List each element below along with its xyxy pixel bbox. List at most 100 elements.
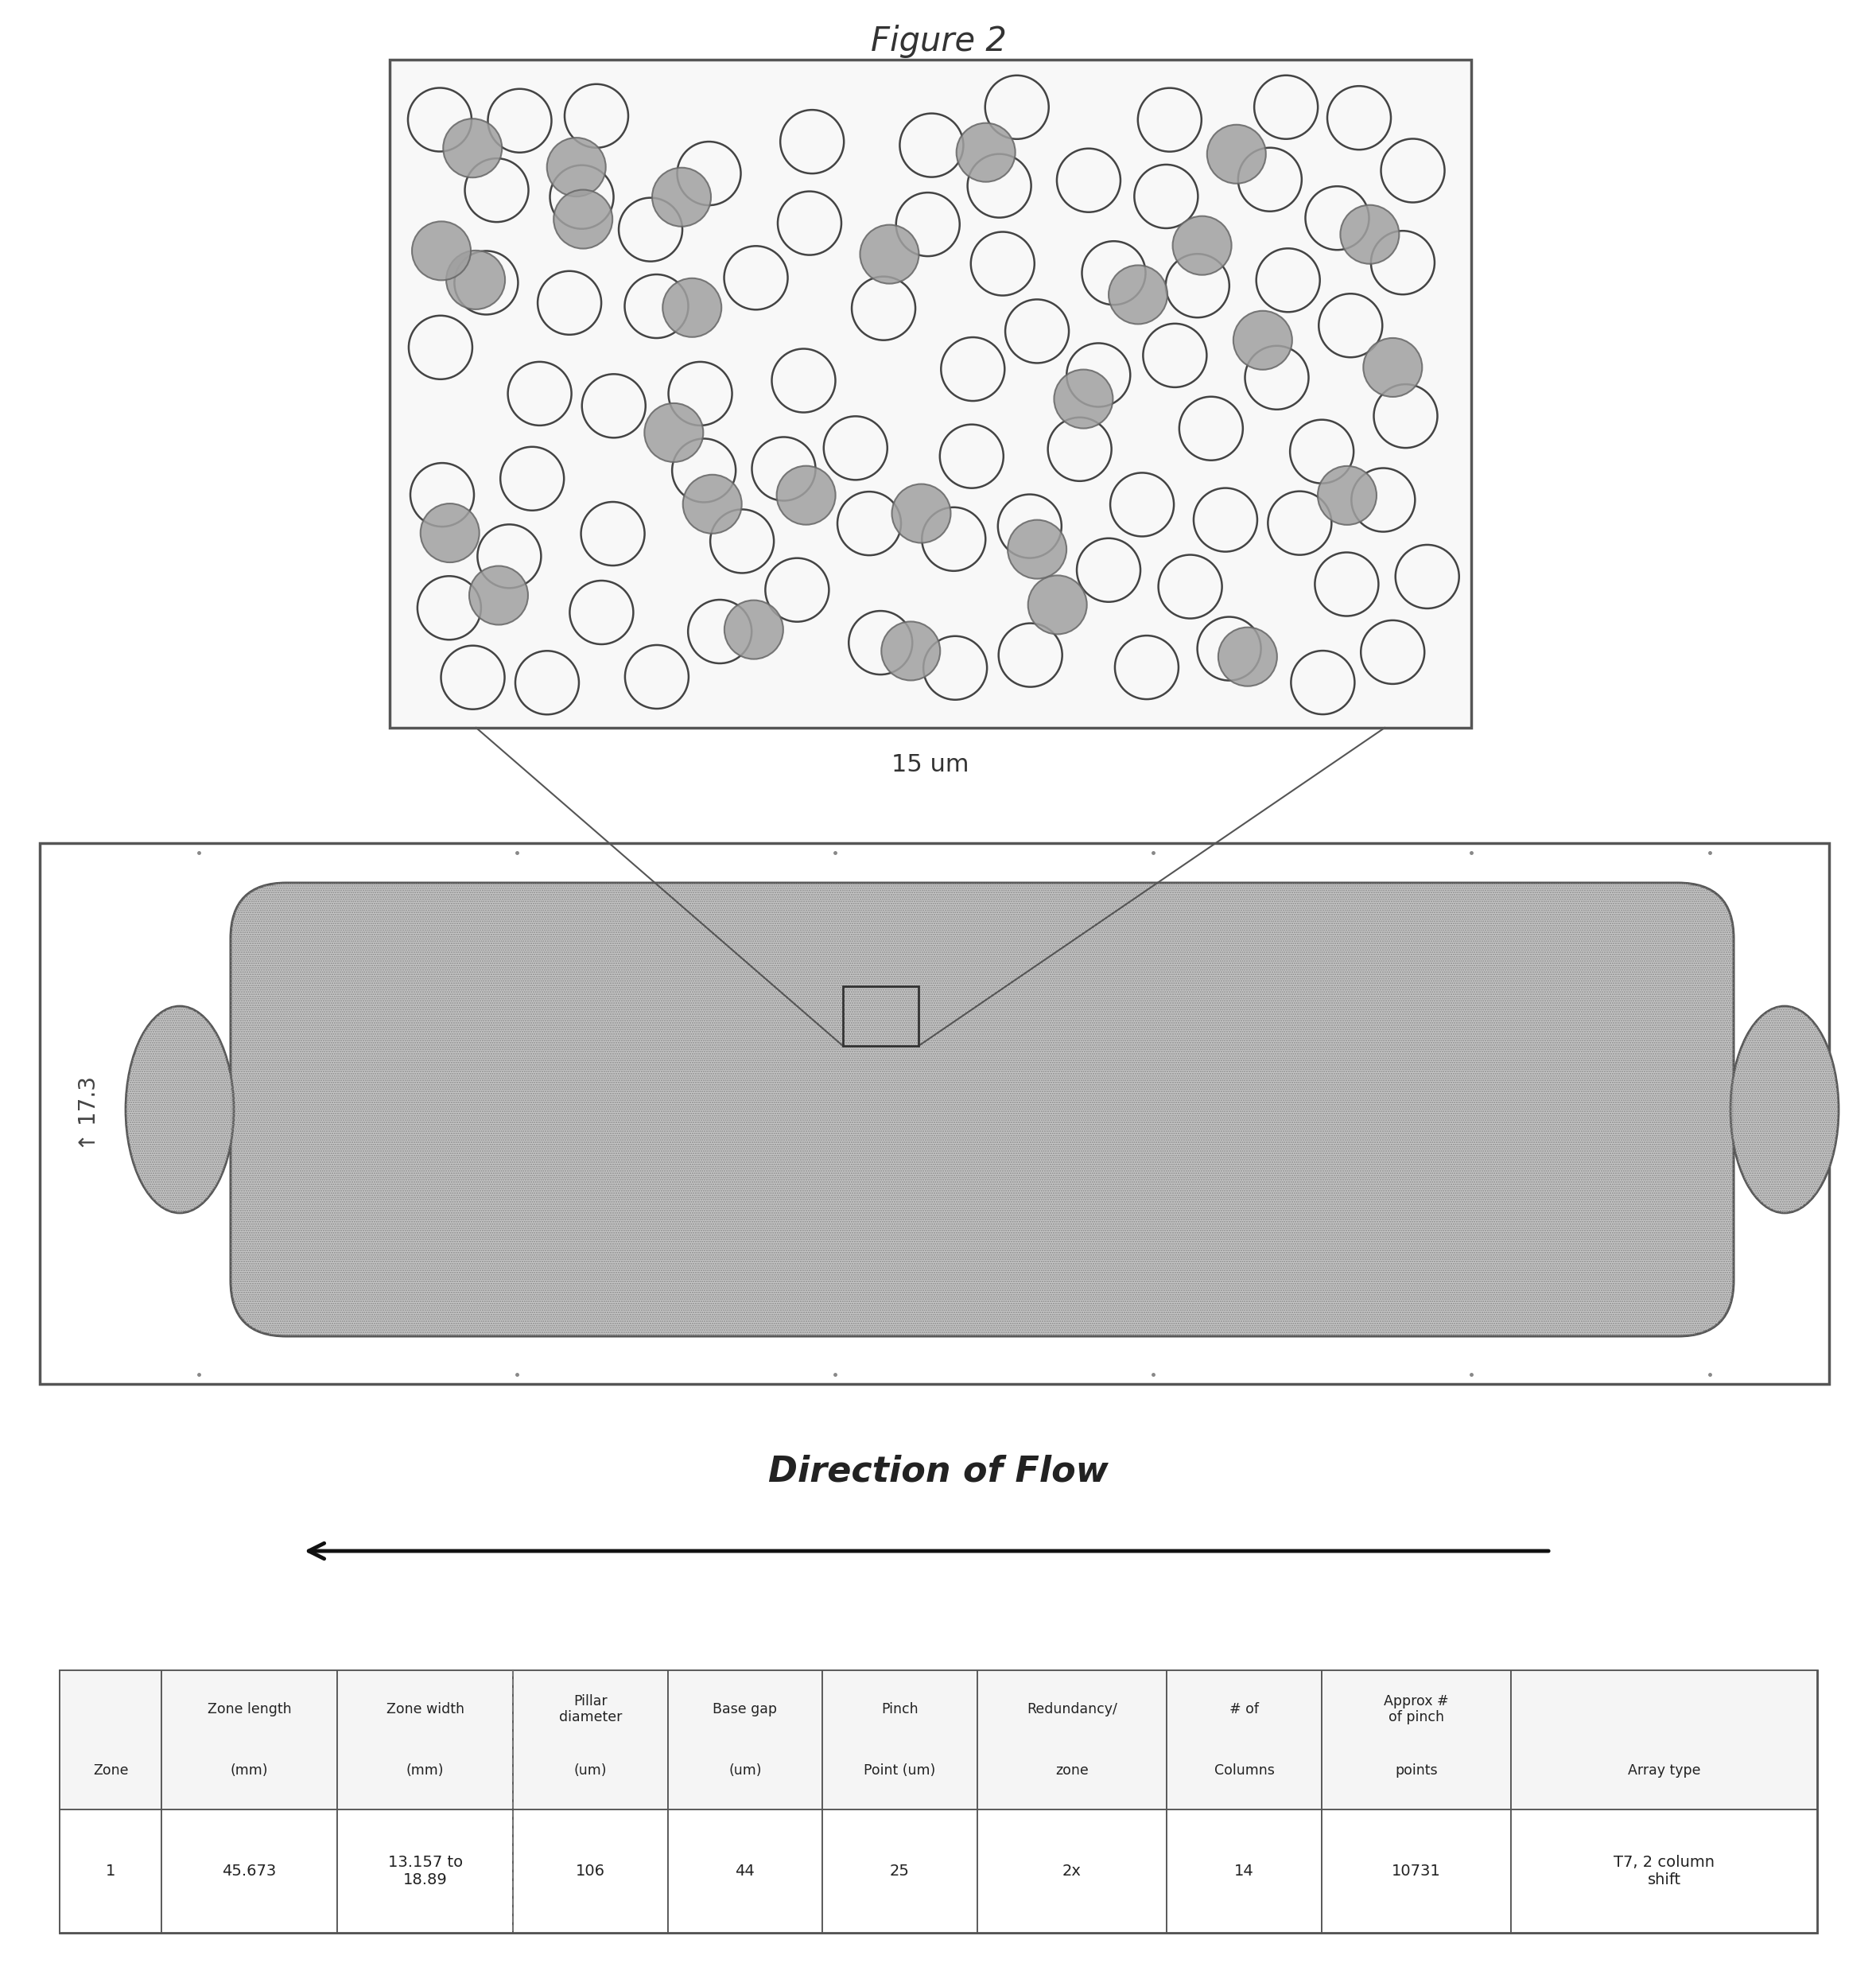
Circle shape xyxy=(1028,575,1086,634)
Text: (um): (um) xyxy=(574,1763,608,1778)
Circle shape xyxy=(672,438,735,503)
Circle shape xyxy=(780,110,844,173)
Circle shape xyxy=(1381,139,1445,202)
Circle shape xyxy=(752,438,816,501)
Circle shape xyxy=(1317,465,1377,524)
Circle shape xyxy=(446,251,505,310)
Circle shape xyxy=(1257,249,1321,312)
Circle shape xyxy=(921,506,985,571)
Circle shape xyxy=(897,192,961,257)
Circle shape xyxy=(1109,265,1167,324)
Circle shape xyxy=(1351,467,1415,532)
Text: 13.157 to
18.89: 13.157 to 18.89 xyxy=(388,1855,463,1888)
Text: 2x: 2x xyxy=(1062,1863,1081,1879)
Circle shape xyxy=(570,581,634,644)
Circle shape xyxy=(625,275,688,338)
Bar xyxy=(512,1810,668,1934)
Text: zone: zone xyxy=(1056,1763,1088,1778)
Bar xyxy=(338,1810,512,1934)
Circle shape xyxy=(441,646,505,709)
Text: Base gap: Base gap xyxy=(713,1702,777,1716)
Circle shape xyxy=(1135,165,1199,228)
Circle shape xyxy=(1193,489,1257,552)
Circle shape xyxy=(891,485,951,544)
Text: (mm): (mm) xyxy=(407,1763,445,1778)
Text: 14: 14 xyxy=(1234,1863,1253,1879)
Text: 106: 106 xyxy=(576,1863,606,1879)
Circle shape xyxy=(1077,538,1141,603)
Ellipse shape xyxy=(1730,1007,1838,1213)
Bar xyxy=(161,1671,338,1810)
Circle shape xyxy=(619,198,683,261)
Text: Zone width: Zone width xyxy=(386,1702,463,1716)
Circle shape xyxy=(501,448,565,510)
Circle shape xyxy=(940,424,1004,489)
Circle shape xyxy=(724,245,788,310)
Text: Pillar
diameter: Pillar diameter xyxy=(559,1694,623,1725)
Circle shape xyxy=(1233,310,1293,369)
Bar xyxy=(1512,1671,1818,1810)
Circle shape xyxy=(553,190,612,249)
Circle shape xyxy=(1206,126,1266,185)
Circle shape xyxy=(508,361,572,426)
Circle shape xyxy=(1371,232,1435,294)
Text: 15 um: 15 um xyxy=(891,754,970,775)
Circle shape xyxy=(662,279,722,338)
Circle shape xyxy=(1049,418,1111,481)
Circle shape xyxy=(582,375,645,438)
Circle shape xyxy=(1360,620,1424,683)
Circle shape xyxy=(1328,86,1390,149)
Circle shape xyxy=(683,475,741,534)
Circle shape xyxy=(1180,397,1244,459)
Circle shape xyxy=(711,510,775,573)
Circle shape xyxy=(478,524,540,589)
Text: Zone length: Zone length xyxy=(208,1702,291,1716)
Circle shape xyxy=(1238,147,1302,212)
Circle shape xyxy=(653,167,711,226)
Circle shape xyxy=(550,165,613,230)
Bar xyxy=(977,1810,1167,1934)
Circle shape xyxy=(771,349,835,412)
Circle shape xyxy=(848,610,912,675)
Circle shape xyxy=(837,491,900,556)
Circle shape xyxy=(1054,369,1112,428)
Bar xyxy=(1167,1810,1321,1934)
Circle shape xyxy=(882,622,940,681)
Circle shape xyxy=(1165,253,1229,318)
Circle shape xyxy=(516,652,580,715)
Circle shape xyxy=(1319,294,1383,357)
Circle shape xyxy=(1157,556,1221,618)
Circle shape xyxy=(859,226,919,283)
Bar xyxy=(60,1671,161,1810)
Text: Point (um): Point (um) xyxy=(863,1763,936,1778)
Circle shape xyxy=(985,75,1049,139)
Circle shape xyxy=(1218,628,1278,687)
Circle shape xyxy=(1056,149,1120,212)
Circle shape xyxy=(1111,473,1174,536)
Circle shape xyxy=(538,271,602,334)
Circle shape xyxy=(942,338,1006,400)
Circle shape xyxy=(469,565,527,624)
Text: Array type: Array type xyxy=(1628,1763,1702,1778)
Circle shape xyxy=(1006,300,1069,363)
Circle shape xyxy=(1082,241,1146,304)
Circle shape xyxy=(1172,216,1231,275)
Circle shape xyxy=(1114,636,1178,699)
Circle shape xyxy=(970,232,1034,296)
Text: (um): (um) xyxy=(728,1763,762,1778)
Circle shape xyxy=(413,222,471,281)
Text: Figure 2: Figure 2 xyxy=(870,26,1006,59)
Circle shape xyxy=(548,137,606,196)
Circle shape xyxy=(1197,616,1261,681)
Circle shape xyxy=(565,84,628,147)
Circle shape xyxy=(724,601,782,660)
Bar xyxy=(1167,1671,1321,1810)
Bar xyxy=(512,1671,668,1810)
Text: Zone: Zone xyxy=(94,1763,128,1778)
Bar xyxy=(338,1671,512,1810)
Circle shape xyxy=(900,114,964,177)
Circle shape xyxy=(777,465,835,524)
Circle shape xyxy=(1067,344,1129,406)
Bar xyxy=(668,1671,822,1810)
Circle shape xyxy=(645,402,704,461)
